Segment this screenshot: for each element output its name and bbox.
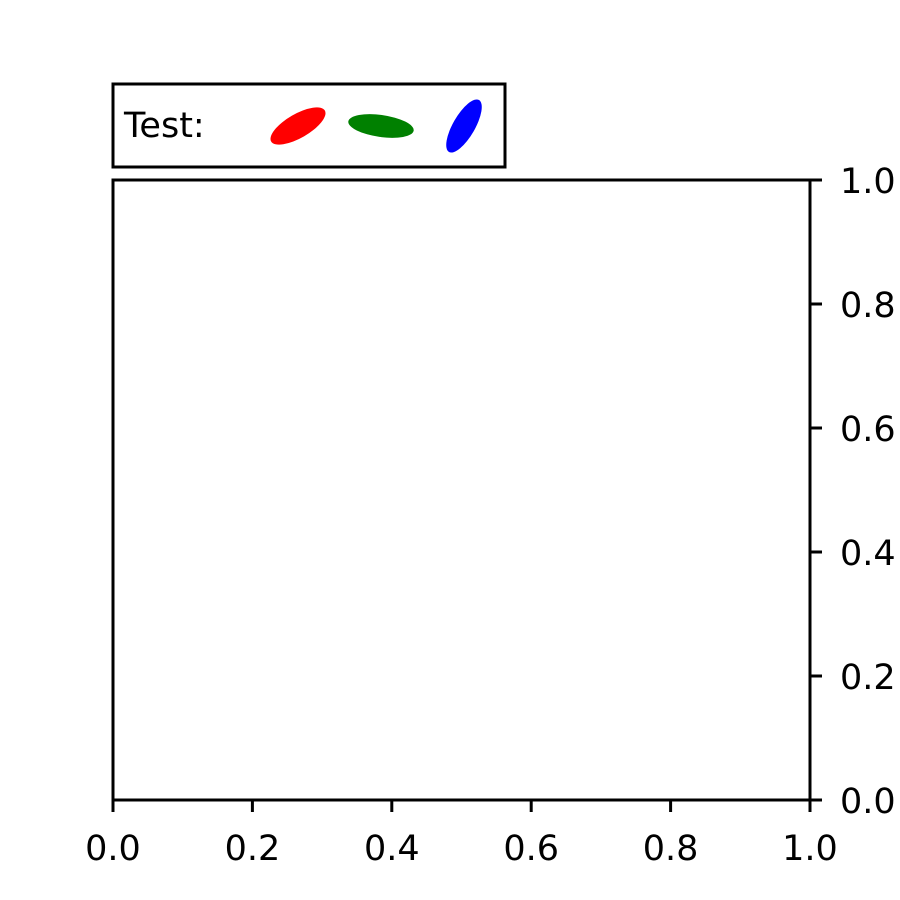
x-tick-label-2: 0.4 — [364, 829, 420, 869]
legend-marker-blue — [446, 99, 482, 153]
x-tick-label-3: 0.6 — [503, 829, 559, 869]
x-axis-ticks: 0.0 0.2 0.4 0.6 0.8 1.0 — [85, 800, 838, 869]
legend-marker-green — [348, 114, 414, 138]
y-tick-label-4: 0.8 — [840, 286, 896, 326]
y-tick-label-5: 1.0 — [840, 162, 896, 202]
y-tick-label-2: 0.4 — [840, 534, 896, 574]
x-tick-label-1: 0.2 — [225, 829, 281, 869]
plot-area — [111, 178, 812, 802]
x-tick-label-0: 0.0 — [85, 829, 141, 869]
y-axis-ticks: 0.0 0.2 0.4 0.6 0.8 1.0 — [810, 162, 896, 822]
y-tick-label-3: 0.6 — [840, 410, 896, 450]
x-tick-label-4: 0.8 — [643, 829, 699, 869]
y-tick-label-0: 0.0 — [840, 782, 896, 822]
y-tick-label-1: 0.2 — [840, 658, 896, 698]
legend-marker-red — [270, 107, 326, 145]
x-tick-label-5: 1.0 — [782, 829, 838, 869]
legend-label: Test: — [123, 106, 205, 146]
legend: Test: — [111, 82, 507, 169]
